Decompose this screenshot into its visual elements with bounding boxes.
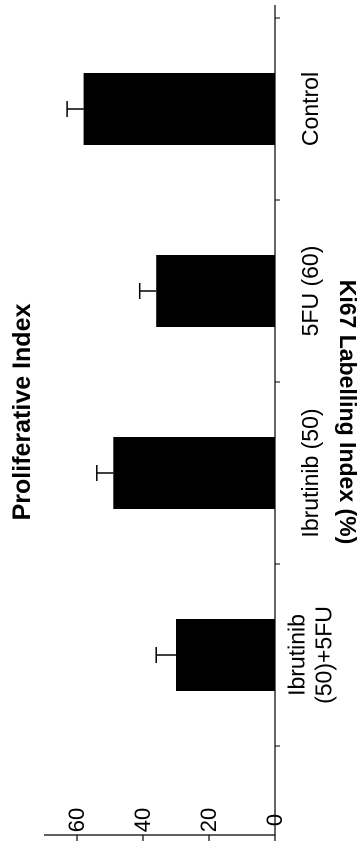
plot-area bbox=[67, 73, 275, 691]
bar bbox=[176, 619, 275, 691]
y-tick-label: 0 bbox=[262, 814, 287, 826]
bar bbox=[156, 255, 275, 327]
y-tick-label: 20 bbox=[196, 808, 221, 832]
x-tick-label: Ibrutinib (50) bbox=[297, 408, 323, 537]
x-tick-label: Ibrutinib bbox=[284, 614, 310, 696]
bar bbox=[84, 73, 275, 145]
x-tick-label: (50)+5FU bbox=[311, 606, 337, 704]
x-tick-label: 5FU (60) bbox=[297, 246, 323, 337]
x-tick-label: Control bbox=[297, 72, 323, 146]
y-tick-label: 60 bbox=[64, 808, 89, 832]
y-tick-label: 40 bbox=[130, 808, 155, 832]
bar bbox=[113, 437, 275, 509]
chart-title: Proliferative Index bbox=[8, 304, 36, 521]
y-axis-label: Ki67 Labelling Index (%) bbox=[335, 280, 361, 545]
